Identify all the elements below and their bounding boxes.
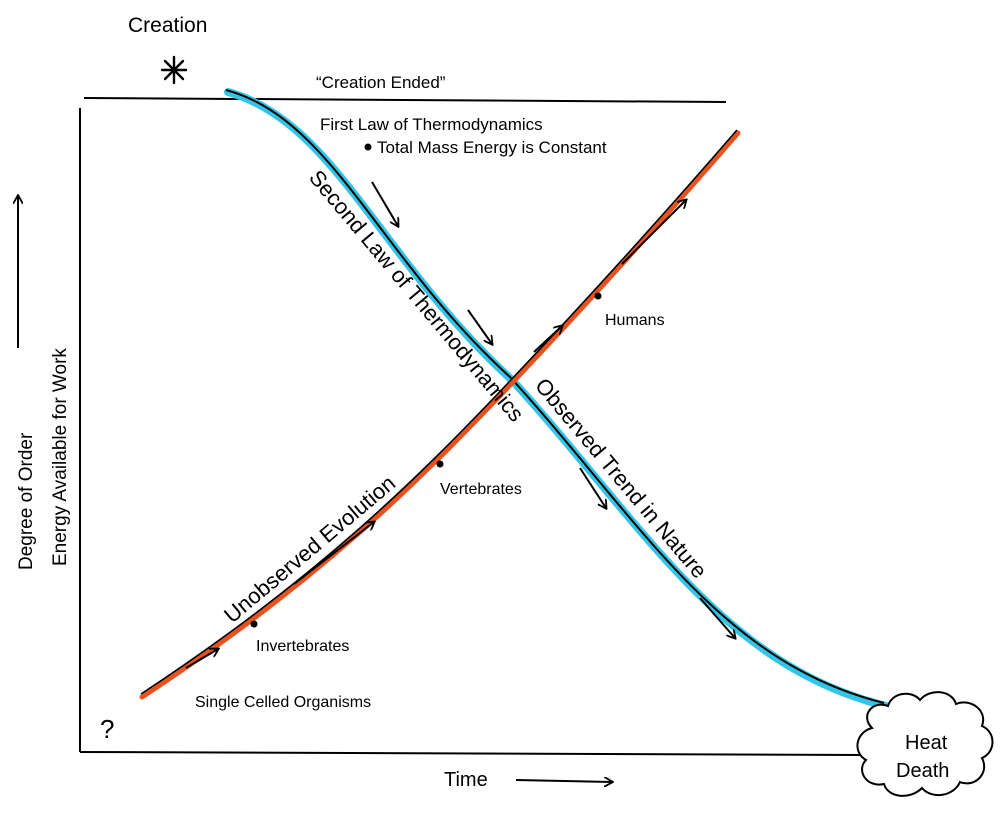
second-law-label: Second Law of Thermodynamics: [304, 165, 529, 426]
humans-dot: [594, 292, 602, 300]
vertebrates-label: Vertebrates: [440, 481, 522, 498]
first-law-label: First Law of Thermodynamics: [320, 115, 543, 134]
time-axis-label: Time: [444, 769, 488, 791]
decay-arrow-2: [467, 309, 492, 344]
decay-arrow-3: [579, 467, 606, 508]
evolution-curve: [140, 129, 738, 695]
vertebrates-dot: [436, 460, 444, 468]
single-celled-label: Single Celled Organisms: [195, 694, 371, 711]
humans-label: Humans: [605, 312, 665, 329]
cloud-icon: [856, 691, 994, 797]
mass-energy-dot: [364, 143, 372, 151]
unobserved-evolution-label: Unobserved Evolution: [219, 470, 400, 628]
y-axis-label-line1: Degree of Order: [16, 432, 37, 570]
heat-death-label-line1: Heat: [905, 732, 948, 754]
creation-ended-line: [83, 97, 727, 103]
invertebrates-dot: [250, 620, 258, 628]
invertebrates-label: Invertebrates: [256, 638, 349, 655]
question-mark: ?: [100, 714, 114, 744]
asterisk-icon: [160, 55, 188, 85]
evolution-arrow-1: [185, 649, 218, 669]
mass-energy-label: Total Mass Energy is Constant: [377, 138, 607, 157]
evolution-curve-highlight: [139, 130, 741, 700]
time-arrow: [515, 780, 612, 782]
y-axis-label-line2: Energy Available for Work: [50, 348, 71, 566]
evolution-arrow-4: [621, 200, 686, 265]
evolution-arrow-2: [293, 522, 374, 585]
x-axis: [79, 751, 863, 756]
creation-label: Creation: [128, 14, 207, 37]
decay-curve: [225, 89, 885, 704]
creation-ended-label: “Creation Ended”: [316, 73, 446, 92]
decay-arrow-1: [371, 181, 398, 226]
observed-trend-label: Observed Trend in Nature: [530, 373, 712, 583]
evolution-arrow-3: [533, 326, 562, 353]
heat-death-label-line2: Death: [896, 760, 949, 782]
decay-arrow-4: [699, 597, 735, 638]
